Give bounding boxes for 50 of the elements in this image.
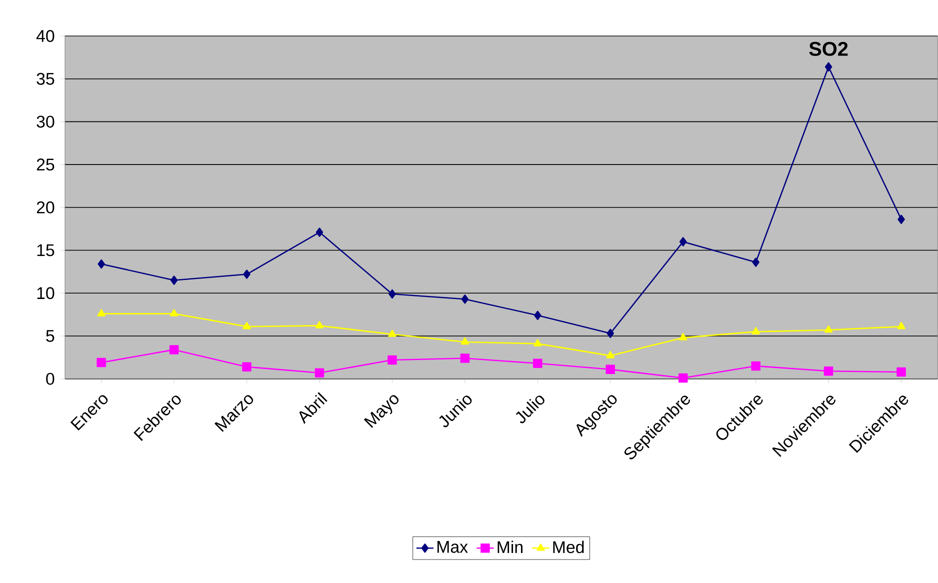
- point: [752, 258, 760, 268]
- y-tick-label: 25: [36, 158, 54, 171]
- point: [751, 361, 760, 371]
- point: [898, 214, 905, 224]
- point: [678, 373, 688, 383]
- chart-title: SO2: [809, 42, 848, 56]
- point: [896, 367, 906, 377]
- point: [242, 362, 252, 372]
- point: [98, 259, 105, 269]
- point: [897, 322, 906, 330]
- point: [533, 358, 542, 368]
- x-tick-label: Julio: [516, 396, 544, 424]
- legend-label: Max: [437, 541, 468, 553]
- point: [678, 333, 688, 340]
- point: [534, 310, 542, 320]
- y-tick-label: 5: [46, 330, 54, 342]
- point: [534, 339, 542, 346]
- point: [388, 355, 397, 365]
- point: [315, 321, 324, 328]
- legend-label: Med: [553, 540, 584, 554]
- point: [96, 358, 106, 368]
- y-tick-label: 10: [37, 287, 54, 300]
- point: [461, 294, 469, 304]
- point: [606, 351, 614, 358]
- legend-label: Min: [498, 540, 522, 554]
- y-tick-label: 15: [37, 244, 54, 256]
- point: [388, 330, 396, 338]
- point: [170, 276, 178, 286]
- y-tick-label: 0: [46, 372, 54, 385]
- point: [97, 309, 106, 316]
- point: [824, 366, 834, 376]
- y-tick-label: 35: [36, 72, 54, 85]
- point: [170, 309, 178, 316]
- point: [606, 364, 616, 374]
- y-tick-label: 30: [36, 116, 54, 128]
- y-tick-label: 20: [36, 202, 54, 214]
- point: [752, 327, 760, 334]
- point: [314, 368, 324, 378]
- point: [460, 354, 470, 364]
- point: [169, 345, 179, 354]
- point: [242, 322, 251, 330]
- point: [606, 328, 614, 338]
- point: [388, 289, 396, 299]
- point: [824, 62, 832, 72]
- point: [679, 237, 687, 246]
- point: [824, 325, 833, 333]
- point: [243, 270, 250, 280]
- point: [316, 228, 324, 238]
- point: [460, 337, 470, 345]
- y-tick-label: 40: [36, 30, 54, 42]
